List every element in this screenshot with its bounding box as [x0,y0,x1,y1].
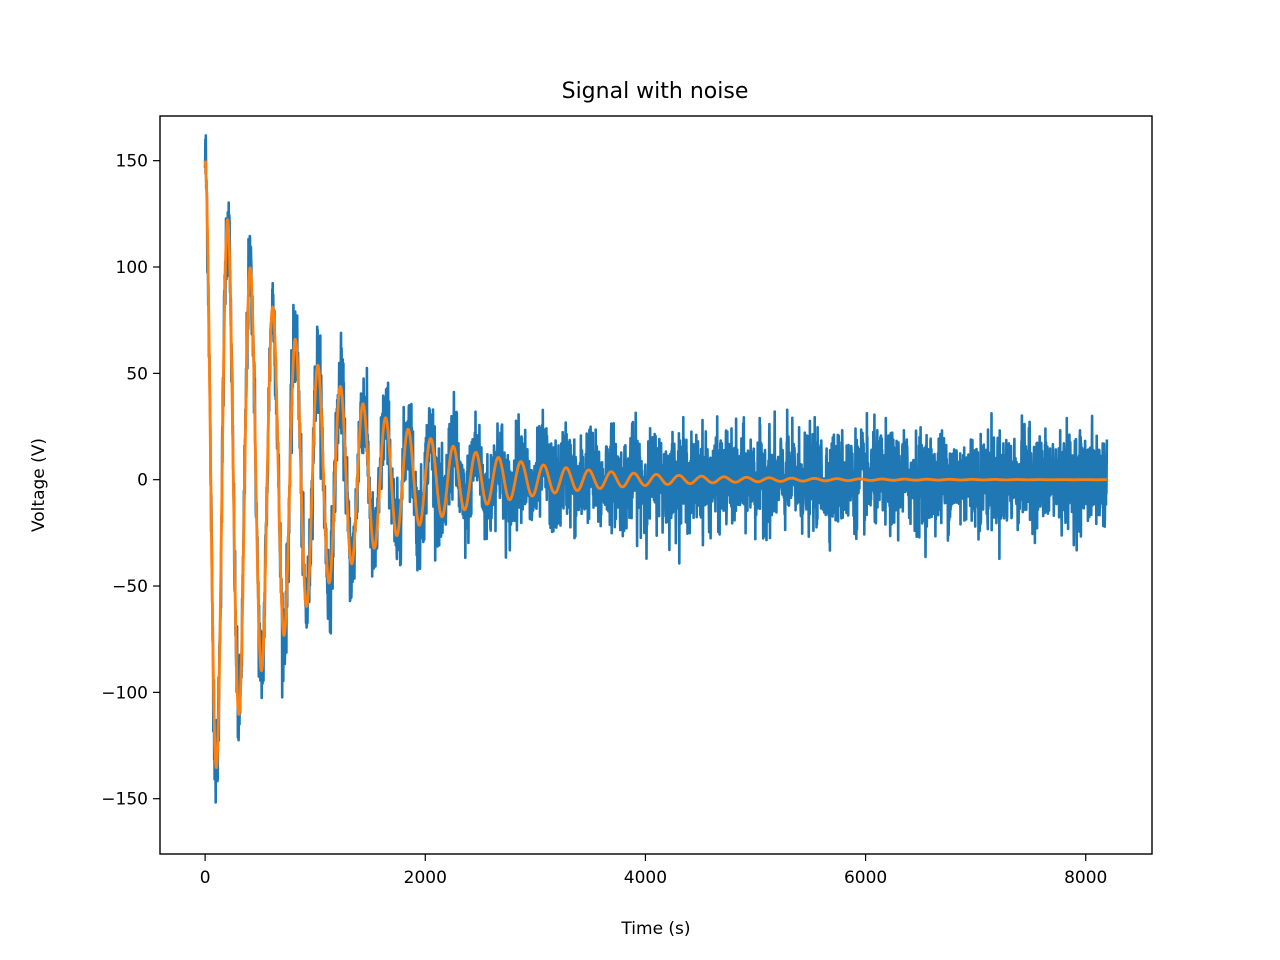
x-tick-label: 6000 [844,868,887,888]
x-tick-label: 0 [200,868,211,888]
y-tick-label: 150 [116,152,148,172]
y-tick-label: −50 [112,577,148,597]
y-tick-label: −150 [101,790,148,810]
y-axis: −150 −100 −50 0 50 100 150 [101,152,160,810]
y-tick-label: 100 [116,258,148,278]
plot-frame [159,115,1153,855]
y-tick-label: 0 [137,471,148,491]
x-tick-label: 8000 [1064,868,1107,888]
x-axis: 0 2000 4000 6000 8000 [200,854,1107,888]
chart-title: Signal with noise [562,79,749,104]
x-tick-label: 4000 [624,868,667,888]
y-tick-label: −100 [101,683,148,703]
y-tick-label: 50 [126,364,148,384]
x-tick-label: 2000 [404,868,447,888]
damped-sinusoid-line [203,160,1108,770]
y-axis-label: Voltage (V) [29,438,49,532]
noisy-signal-line [203,134,1109,804]
x-axis-label: Time (s) [620,919,690,939]
